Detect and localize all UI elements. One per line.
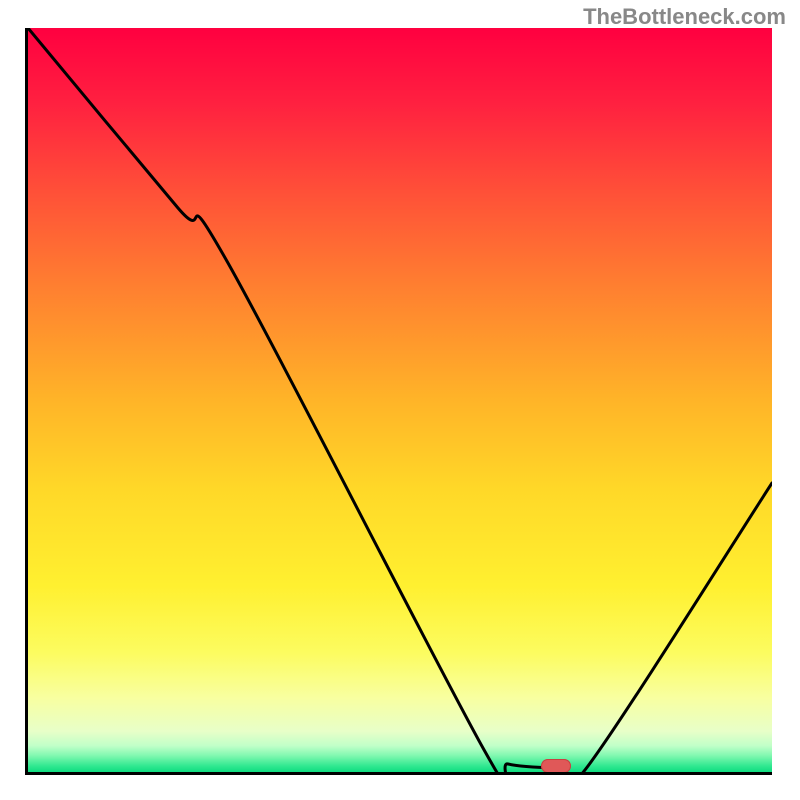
optimal-marker [541,759,571,772]
chart-container: TheBottleneck.com [0,0,800,800]
plot-area [28,28,772,772]
attribution-label: TheBottleneck.com [583,4,786,30]
curve-svg [28,28,772,772]
bottleneck-curve [28,28,772,772]
x-axis [25,772,772,775]
y-axis [25,28,28,775]
